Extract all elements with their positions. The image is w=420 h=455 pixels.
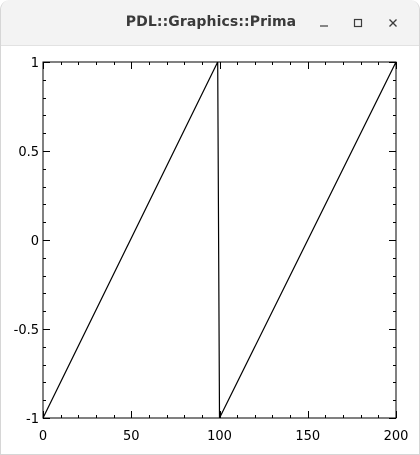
- line-chart[interactable]: 0 50 100 150 200 -1 -0.5 0 0.5 1: [1, 46, 420, 455]
- y-tick-label: -0.5: [14, 323, 39, 338]
- window-title: PDL::Graphics::Prima: [125, 14, 297, 30]
- close-icon: [387, 17, 399, 29]
- maximize-icon: [352, 17, 364, 29]
- minimize-button[interactable]: [313, 12, 335, 34]
- maximize-button[interactable]: [347, 12, 369, 34]
- minimize-icon: [318, 17, 330, 29]
- x-tick-label: 0: [39, 429, 47, 444]
- y-tick-label: -1: [26, 412, 39, 427]
- x-tick-label: 150: [295, 429, 320, 444]
- close-button[interactable]: [382, 12, 404, 34]
- y-tick-label: 0.5: [18, 145, 39, 160]
- x-tick-label: 200: [384, 429, 409, 444]
- y-tick-label: 0: [31, 234, 39, 249]
- y-tick-label: 1: [31, 56, 39, 71]
- x-tick-label: 50: [123, 429, 140, 444]
- sawtooth-series-line: [42, 61, 397, 419]
- plot-area[interactable]: 0 50 100 150 200 -1 -0.5 0 0.5 1: [1, 46, 420, 455]
- title-bar[interactable]: PDL::Graphics::Prima: [1, 0, 419, 46]
- x-tick-label: 100: [207, 429, 232, 444]
